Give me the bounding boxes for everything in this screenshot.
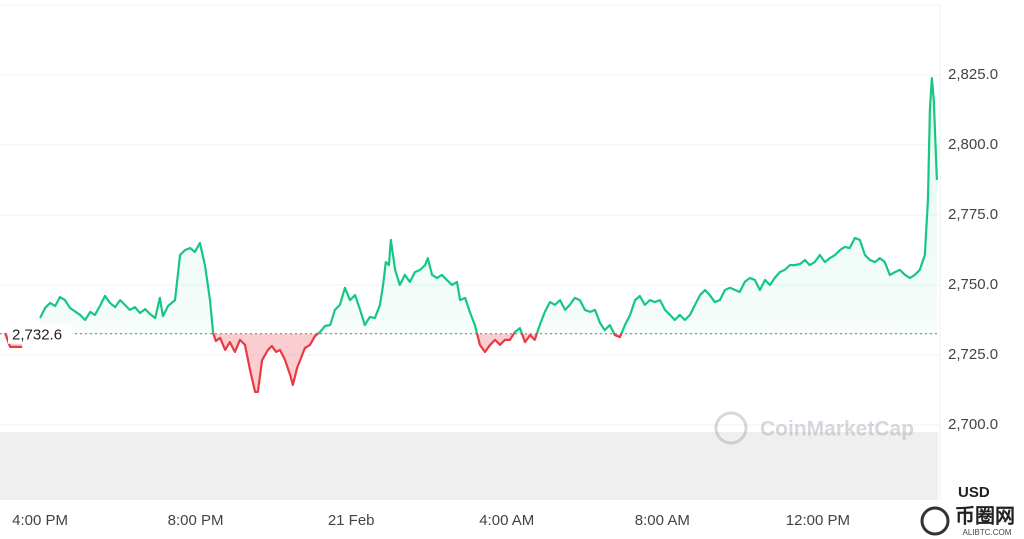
x-tick-label: 4:00 PM: [12, 512, 68, 529]
site-url: ALIBTC.COM: [963, 528, 1012, 537]
x-tick-label: 8:00 AM: [635, 512, 690, 529]
y-tick-label: 2,775.0: [948, 206, 998, 223]
currency-label: USD: [958, 484, 990, 501]
site-icon: [920, 506, 950, 536]
x-tick-label: 8:00 PM: [168, 512, 224, 529]
volume-band: [0, 432, 938, 500]
x-tick-label: 21 Feb: [328, 512, 375, 529]
y-tick-label: 2,800.0: [948, 136, 998, 153]
y-tick-label: 2,750.0: [948, 276, 998, 293]
price-area: [5, 78, 937, 392]
y-tick-label: 2,700.0: [948, 416, 998, 433]
baseline-label: 2,732.6: [12, 327, 62, 344]
site-watermark: 币圈网 ALIBTC.COM: [920, 504, 1015, 537]
watermark-icon: [714, 411, 748, 445]
x-tick-label: 4:00 AM: [479, 512, 534, 529]
watermark-text: CoinMarketCap: [760, 418, 914, 441]
x-tick-label: 12:00 PM: [786, 512, 850, 529]
y-tick-label: 2,725.0: [948, 346, 998, 363]
watermark: CoinMarketCap: [714, 411, 914, 445]
y-tick-label: 2,825.0: [948, 66, 998, 83]
baseline-label-bg: [8, 323, 72, 344]
price-line: [4, 76, 938, 394]
site-name: 币圈网: [955, 504, 1015, 527]
